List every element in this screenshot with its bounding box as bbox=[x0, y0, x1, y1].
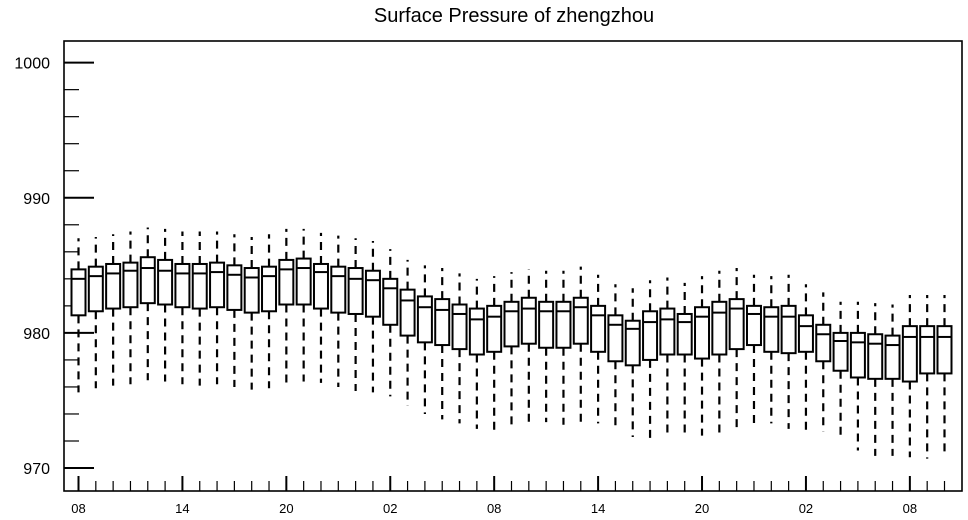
box bbox=[642, 310, 659, 361]
box bbox=[226, 264, 243, 311]
box bbox=[87, 265, 104, 313]
box bbox=[399, 288, 416, 337]
box bbox=[105, 262, 122, 310]
box bbox=[364, 269, 381, 318]
box bbox=[763, 306, 780, 353]
x-tick-label: 08 bbox=[71, 501, 85, 516]
box bbox=[191, 262, 208, 310]
box bbox=[278, 258, 295, 306]
box bbox=[919, 325, 936, 375]
box bbox=[676, 312, 693, 356]
box bbox=[849, 331, 866, 379]
box bbox=[884, 334, 901, 380]
box bbox=[503, 300, 520, 348]
plot-area: 970 980 990 1000 08 14 20 02 08 14 20 02 08 bbox=[14, 40, 963, 516]
box bbox=[815, 323, 832, 363]
box bbox=[243, 267, 260, 314]
box bbox=[382, 277, 399, 326]
box bbox=[261, 265, 278, 313]
box bbox=[607, 314, 624, 363]
x-tick-label: 08 bbox=[903, 501, 917, 516]
box bbox=[347, 267, 364, 315]
x-tick-label: 20 bbox=[695, 501, 709, 516]
box bbox=[936, 325, 953, 375]
plot-frame bbox=[63, 40, 963, 492]
y-tick-label: 990 bbox=[23, 191, 50, 208]
box bbox=[468, 307, 485, 356]
box bbox=[728, 298, 745, 351]
box bbox=[174, 262, 191, 309]
box bbox=[330, 265, 347, 314]
x-tick-label: 14 bbox=[175, 501, 189, 516]
box bbox=[70, 268, 87, 317]
box bbox=[157, 258, 174, 306]
y-tick-label: 980 bbox=[23, 326, 50, 343]
box bbox=[486, 304, 503, 353]
box bbox=[711, 300, 728, 356]
x-tick-label: 02 bbox=[383, 501, 397, 516]
box bbox=[590, 304, 607, 353]
box bbox=[867, 333, 884, 380]
box bbox=[451, 303, 468, 351]
x-tick-label: 20 bbox=[279, 501, 293, 516]
box bbox=[538, 300, 555, 349]
box bbox=[624, 319, 641, 367]
box bbox=[659, 307, 676, 356]
box bbox=[416, 295, 433, 344]
box bbox=[797, 314, 814, 353]
x-tick-label: 14 bbox=[591, 501, 605, 516]
box bbox=[122, 261, 139, 309]
box bbox=[572, 296, 589, 345]
box bbox=[520, 296, 537, 345]
box bbox=[434, 298, 451, 347]
box bbox=[295, 257, 312, 306]
x-tick-label: 02 bbox=[799, 501, 813, 516]
x-tick-label: 08 bbox=[487, 501, 501, 516]
box bbox=[209, 261, 226, 309]
box bbox=[694, 306, 711, 360]
box bbox=[555, 300, 572, 349]
box bbox=[780, 304, 797, 355]
box bbox=[312, 262, 329, 310]
box bbox=[901, 325, 918, 383]
box bbox=[139, 256, 156, 305]
box bbox=[832, 331, 849, 372]
box bbox=[745, 304, 762, 347]
chart-title: Surface Pressure of zhengzhou bbox=[374, 5, 654, 27]
y-tick-label: 1000 bbox=[14, 56, 50, 73]
y-tick-label: 970 bbox=[23, 461, 50, 478]
